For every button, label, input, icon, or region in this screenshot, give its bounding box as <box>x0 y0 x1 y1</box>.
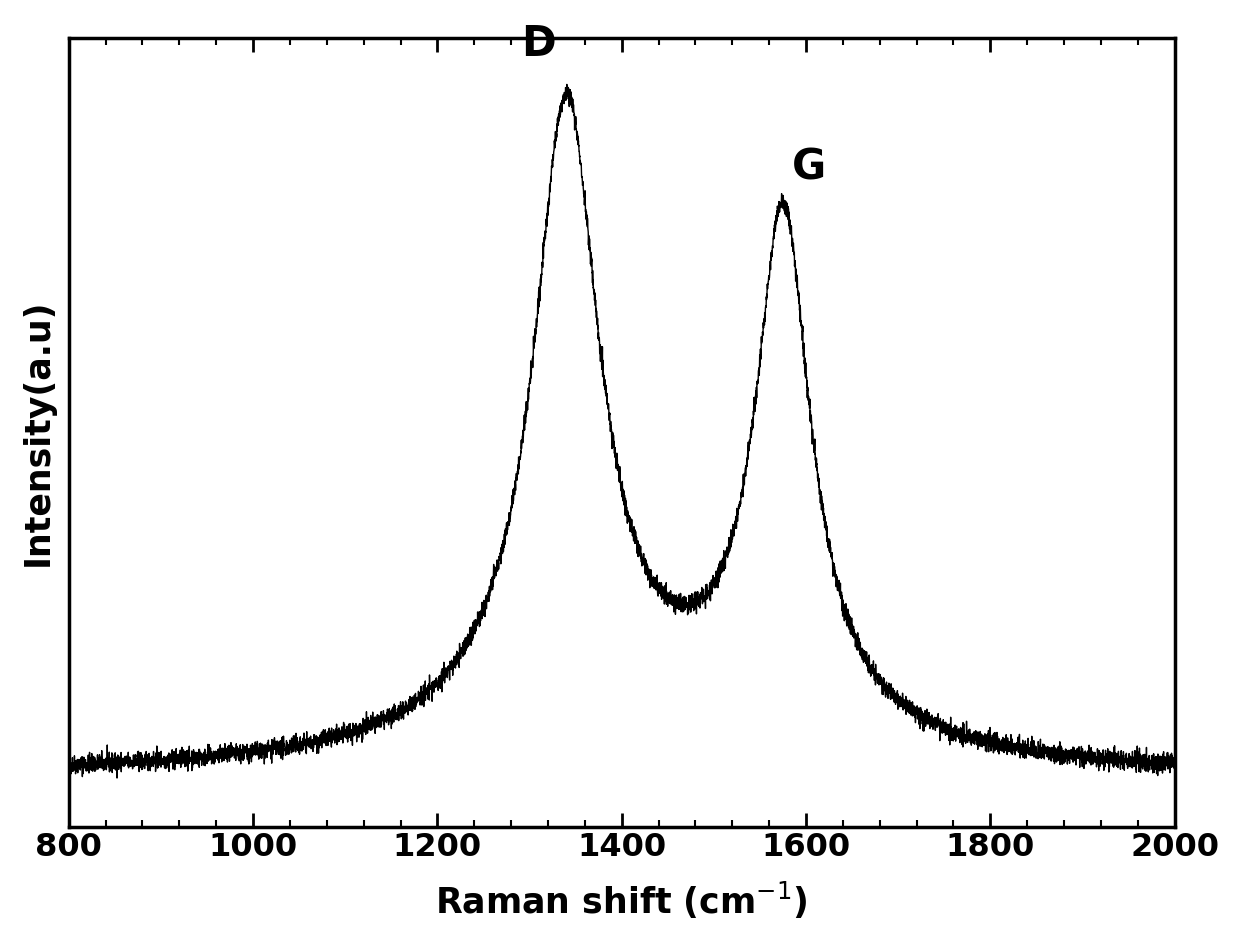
Text: D: D <box>522 23 556 65</box>
Y-axis label: Intensity(a.u): Intensity(a.u) <box>21 299 55 566</box>
X-axis label: Raman shift (cm$^{-1}$): Raman shift (cm$^{-1}$) <box>435 880 808 921</box>
Text: G: G <box>791 147 826 189</box>
